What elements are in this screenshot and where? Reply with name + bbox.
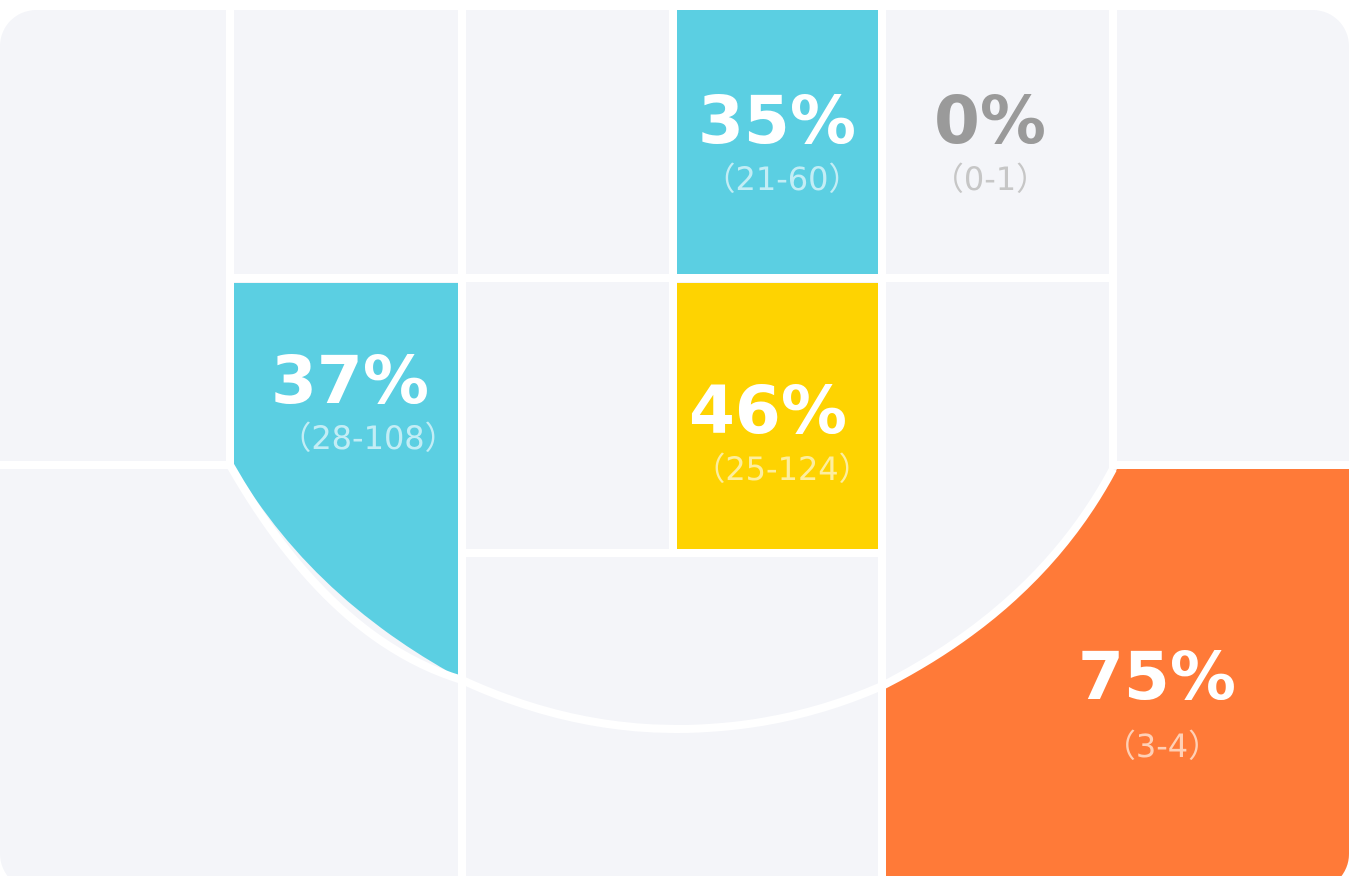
zone-percentage: 0% [934, 82, 1046, 159]
zone-range: （21-60） [704, 160, 861, 198]
zone-label-top-mid: 35% （21-60） [698, 82, 860, 198]
zone-fill-upper-left-mid [234, 283, 458, 677]
zone-percentage: 37% [271, 342, 429, 419]
zone-fill-paint-mid [677, 283, 878, 549]
zone-range: （0-1） [932, 160, 1048, 198]
zone-label-paint-mid: 46% （25-124） [689, 372, 871, 488]
zone-range: （25-124） [693, 450, 870, 488]
zone-range: （28-108） [279, 419, 456, 457]
zone-fill-right-corner-three [886, 469, 1349, 876]
zone-percentage: 46% [689, 372, 847, 449]
zone-percentage: 35% [698, 82, 856, 159]
zone-percentage: 75% [1078, 638, 1236, 715]
zone-label-upper-left-mid: 37% （28-108） [271, 342, 457, 457]
zone-fill-top-mid [677, 10, 878, 274]
zone-label-top-right-mid: 0% （0-1） [932, 82, 1048, 198]
zone-range: （3-4） [1104, 727, 1220, 765]
zone-label-right-corner-three: 75% （3-4） [1078, 638, 1236, 765]
